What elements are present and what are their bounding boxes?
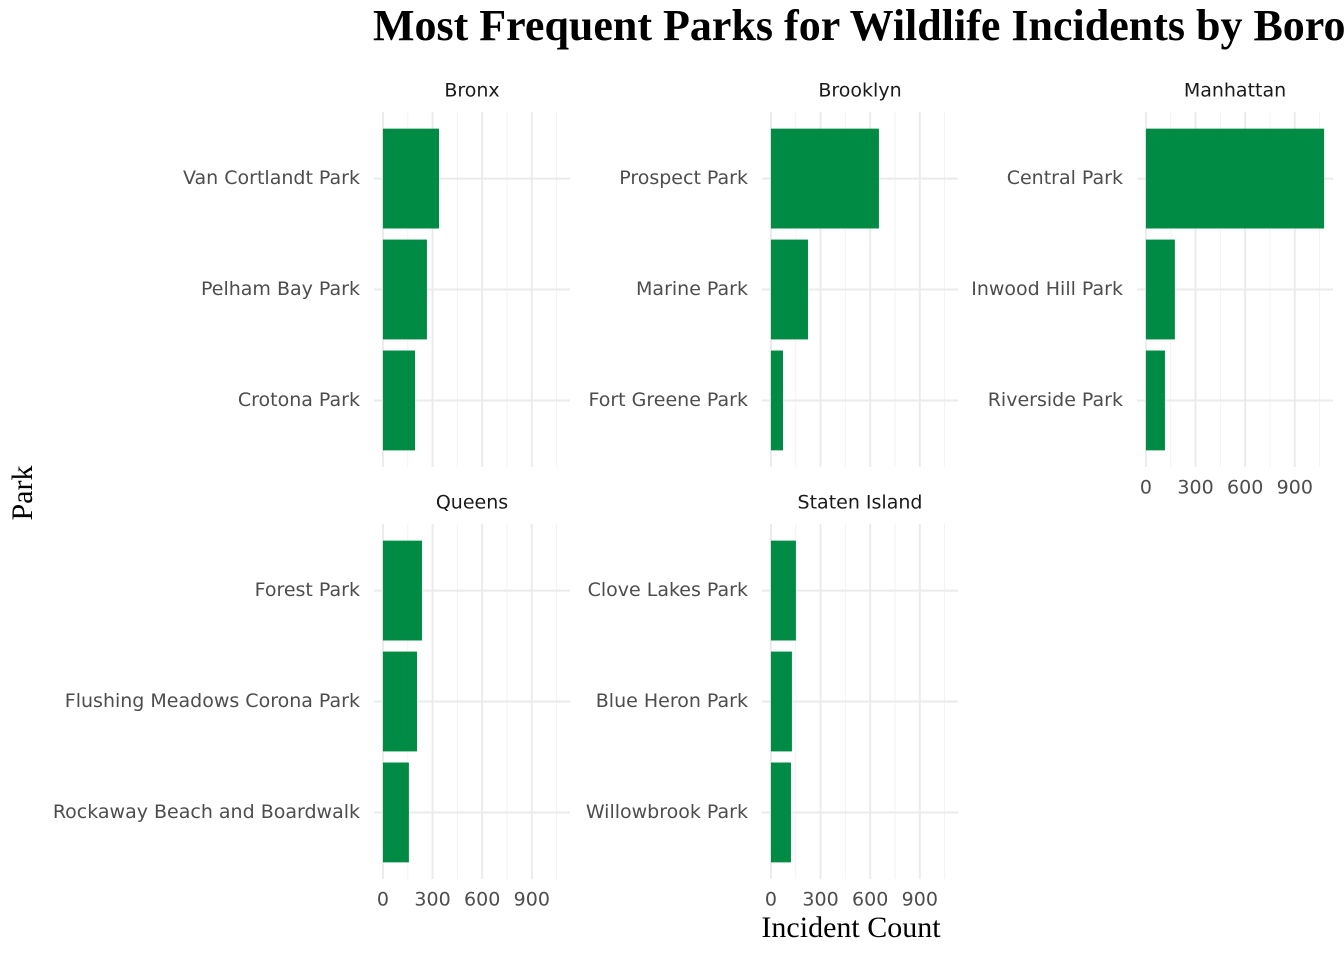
x-axis-title: Incident Count xyxy=(761,911,941,944)
y-tick-label: Rockaway Beach and Boardwalk xyxy=(53,801,360,823)
strip-label: Manhattan xyxy=(1184,80,1286,102)
bar xyxy=(382,540,422,641)
x-tick-label: 600 xyxy=(464,889,500,911)
x-tick-label: 300 xyxy=(414,889,450,911)
strip-label: Bronx xyxy=(444,80,499,102)
y-tick-label: Willowbrook Park xyxy=(586,801,748,823)
bar xyxy=(770,651,792,752)
y-tick-label: Clove Lakes Park xyxy=(588,579,748,601)
y-tick-label: Crotona Park xyxy=(238,389,360,411)
x-tick-label: 0 xyxy=(765,889,777,911)
bar xyxy=(770,762,791,863)
bar xyxy=(770,350,784,451)
x-tick-label: 0 xyxy=(1140,477,1152,499)
y-tick-label: Central Park xyxy=(1007,167,1123,189)
x-tick-label: 600 xyxy=(852,889,888,911)
x-tick-label: 900 xyxy=(902,889,938,911)
y-tick-label: Prospect Park xyxy=(619,167,748,189)
bar xyxy=(382,350,416,451)
x-tick-label: 300 xyxy=(1177,477,1213,499)
y-tick-label: Fort Greene Park xyxy=(588,389,748,411)
x-tick-label: 600 xyxy=(1227,477,1263,499)
bar xyxy=(1145,128,1325,229)
y-tick-label: Marine Park xyxy=(636,278,748,300)
bar xyxy=(1145,239,1175,340)
x-tick-label: 300 xyxy=(802,889,838,911)
bar xyxy=(382,651,418,752)
y-tick-label: Blue Heron Park xyxy=(596,690,748,712)
y-tick-label: Van Cortlandt Park xyxy=(183,167,360,189)
y-tick-label: Inwood Hill Park xyxy=(971,278,1123,300)
strip-label: Staten Island xyxy=(798,492,923,514)
bar xyxy=(1145,350,1165,451)
strip-label: Brooklyn xyxy=(818,80,901,102)
bar xyxy=(770,239,808,340)
bar xyxy=(770,128,879,229)
x-tick-label: 900 xyxy=(1277,477,1313,499)
y-tick-label: Riverside Park xyxy=(988,389,1123,411)
y-axis-title: Park xyxy=(6,466,39,521)
y-tick-label: Forest Park xyxy=(255,579,360,601)
bar xyxy=(770,540,796,641)
bar xyxy=(382,128,440,229)
y-tick-label: Flushing Meadows Corona Park xyxy=(65,690,360,712)
strip-label: Queens xyxy=(436,492,508,514)
bar xyxy=(382,762,409,863)
x-tick-label: 0 xyxy=(377,889,389,911)
y-tick-label: Pelham Bay Park xyxy=(201,278,360,300)
bar xyxy=(382,239,427,340)
x-tick-label: 900 xyxy=(514,889,550,911)
chart-title: Most Frequent Parks for Wildlife Inciden… xyxy=(373,1,1344,50)
